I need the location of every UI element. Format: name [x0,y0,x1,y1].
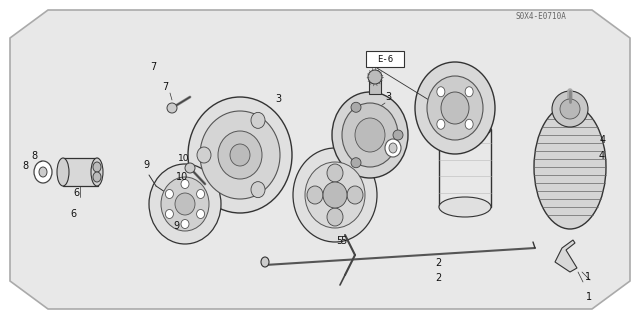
Ellipse shape [327,208,343,226]
Bar [63,158,97,186]
Ellipse shape [327,164,343,182]
Text: 5: 5 [340,236,346,246]
Ellipse shape [534,105,606,229]
Ellipse shape [167,103,177,113]
Bar [439,129,491,207]
Ellipse shape [161,177,209,231]
Ellipse shape [91,158,103,186]
Bar [369,76,381,94]
Ellipse shape [188,97,292,213]
Ellipse shape [389,143,397,153]
Ellipse shape [393,130,403,140]
Text: 3: 3 [385,92,391,102]
Ellipse shape [181,180,189,189]
Text: S0X4-E0710A: S0X4-E0710A [515,12,566,21]
Text: 2: 2 [435,272,442,283]
Ellipse shape [323,182,347,208]
FancyBboxPatch shape [366,51,404,67]
Ellipse shape [368,70,382,84]
Ellipse shape [93,172,101,182]
Ellipse shape [552,91,588,127]
Ellipse shape [251,182,265,198]
Text: 1: 1 [586,292,592,302]
Ellipse shape [165,189,173,198]
Text: E-6: E-6 [377,55,393,63]
Text: 8: 8 [22,161,29,171]
Ellipse shape [185,163,195,173]
Ellipse shape [342,103,398,167]
Ellipse shape [441,92,469,124]
Ellipse shape [218,131,262,179]
Ellipse shape [437,119,445,129]
Text: 10: 10 [178,154,189,163]
Ellipse shape [251,112,265,128]
Ellipse shape [196,189,205,198]
Text: 6: 6 [73,188,79,198]
Text: 9: 9 [173,221,179,232]
Ellipse shape [351,158,361,168]
Text: 2: 2 [435,258,441,268]
Ellipse shape [355,118,385,152]
Text: 5: 5 [336,236,342,246]
Ellipse shape [230,144,250,166]
Ellipse shape [181,219,189,228]
Ellipse shape [332,92,408,178]
Ellipse shape [149,164,221,244]
Text: 6: 6 [70,209,77,219]
Ellipse shape [560,99,580,119]
Ellipse shape [437,87,445,97]
Ellipse shape [427,76,483,140]
Text: 3: 3 [275,94,282,104]
Polygon shape [555,240,577,272]
Text: 7: 7 [162,82,168,92]
Ellipse shape [93,162,101,172]
Ellipse shape [57,158,69,186]
Ellipse shape [307,186,323,204]
Ellipse shape [351,102,361,112]
Text: 4: 4 [600,135,606,145]
Ellipse shape [293,148,377,242]
Ellipse shape [465,119,473,129]
Ellipse shape [261,257,269,267]
Polygon shape [10,10,630,309]
Ellipse shape [197,147,211,163]
Ellipse shape [465,87,473,97]
Ellipse shape [196,210,205,219]
Ellipse shape [34,161,52,183]
Ellipse shape [385,139,401,157]
Text: 1: 1 [585,272,591,282]
Text: 10: 10 [176,172,189,182]
Ellipse shape [415,62,495,154]
Ellipse shape [347,186,363,204]
Ellipse shape [39,167,47,177]
Text: 7: 7 [150,62,157,72]
Ellipse shape [305,162,365,228]
Ellipse shape [175,193,195,215]
Text: 9: 9 [143,160,149,170]
Ellipse shape [439,119,491,139]
Text: 4: 4 [598,151,605,161]
Ellipse shape [200,111,280,199]
Ellipse shape [439,197,491,217]
Text: 8: 8 [31,151,37,161]
Ellipse shape [165,210,173,219]
